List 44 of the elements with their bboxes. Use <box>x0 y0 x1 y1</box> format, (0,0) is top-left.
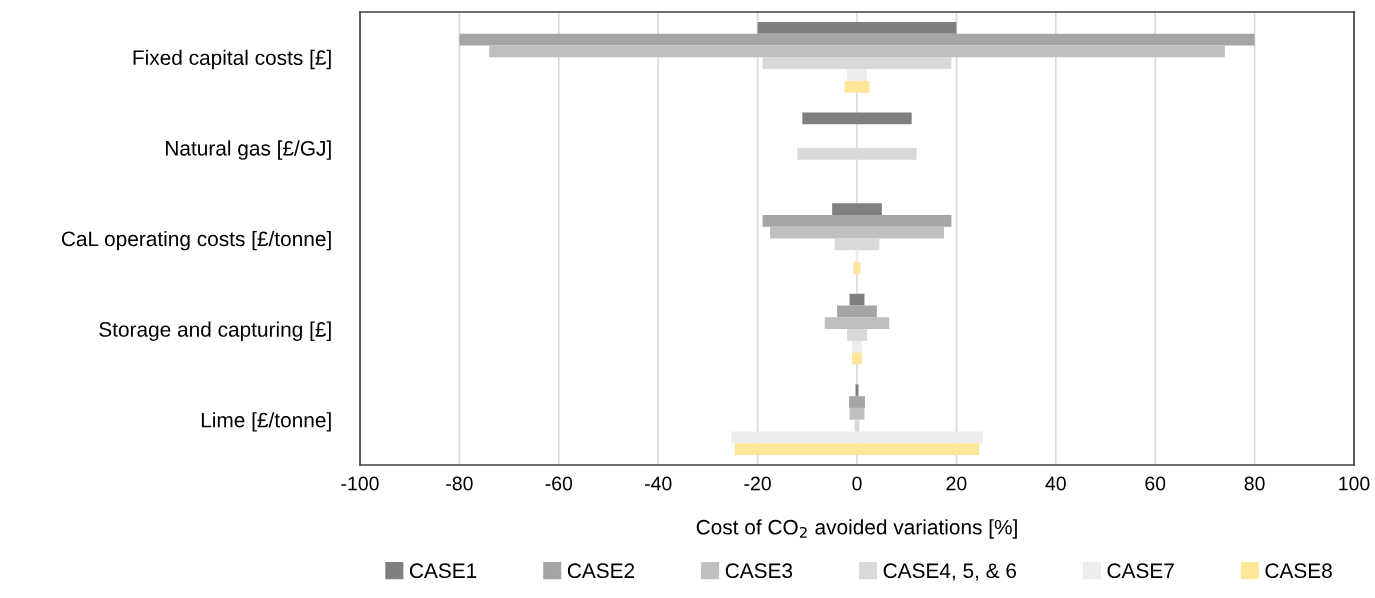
bar <box>770 226 944 239</box>
y-tick-label: Lime [£/tonne] <box>201 412 331 432</box>
legend-label: CASE8 <box>1265 563 1332 579</box>
x-tick-label: 100 <box>1339 476 1370 491</box>
bar <box>731 431 983 444</box>
bar <box>459 33 1255 46</box>
bar <box>847 69 867 81</box>
legend-label: CASE3 <box>725 563 793 579</box>
x-tick-label: -60 <box>545 476 573 491</box>
bar <box>762 57 952 70</box>
bar <box>837 305 877 318</box>
x-tick-label: -20 <box>744 476 771 491</box>
legend-label: CASE7 <box>1107 563 1174 579</box>
x-tick-label: 40 <box>1045 476 1066 491</box>
bar <box>844 80 870 93</box>
x-tick-label: 20 <box>946 476 967 491</box>
bar <box>849 407 865 420</box>
y-tick-label: Storage and capturing [£] <box>99 321 331 341</box>
x-tick-label: 60 <box>1145 476 1166 491</box>
bar <box>852 340 862 353</box>
x-tick-label: -80 <box>446 476 473 491</box>
y-tick-label: CaL operating costs [£/tonne] <box>61 230 331 251</box>
bar <box>757 21 957 34</box>
bar <box>489 45 1225 58</box>
bar <box>802 112 912 125</box>
bar <box>824 317 890 330</box>
x-tick-label: -100 <box>341 476 379 491</box>
legend-label: CASE4, 5, & 6 <box>883 563 1017 581</box>
x-tick-label: -40 <box>645 476 672 491</box>
bar <box>852 352 862 365</box>
legend-label: CASE2 <box>567 563 635 579</box>
bar <box>847 329 867 341</box>
x-axis-title: Cost of CO$_{2}$ avoided variations [%] <box>696 519 1017 539</box>
bar <box>849 293 865 306</box>
y-tick-label: Fixed capital costs [£] <box>133 49 331 70</box>
bar <box>849 396 865 408</box>
bar <box>762 214 952 227</box>
legend-label: CASE1 <box>409 563 477 579</box>
x-tick-label: 0 <box>852 476 862 491</box>
y-tick-label: Natural gas [£/GJ] <box>166 140 331 160</box>
bar <box>832 203 882 215</box>
x-tick-label: 80 <box>1244 476 1265 491</box>
bar <box>734 443 980 456</box>
bar <box>834 238 880 251</box>
